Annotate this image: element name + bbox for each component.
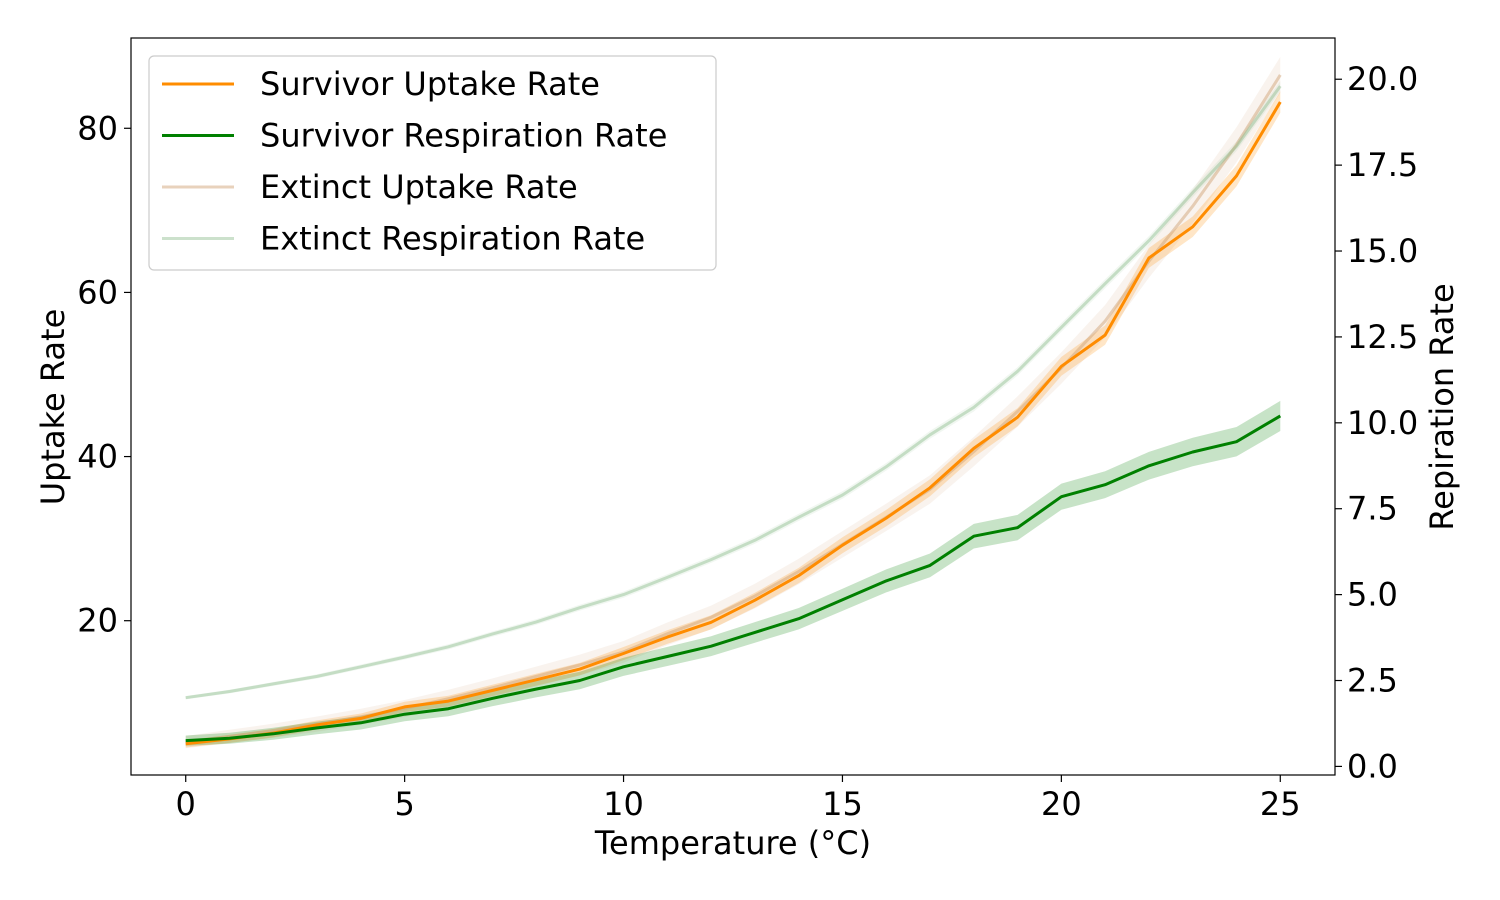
plot-frame	[130, 37, 1336, 776]
y-left-tick-label: 20	[77, 602, 118, 640]
y-right-tick-label: 7.5	[1347, 490, 1398, 528]
y-right-tick-label: 17.5	[1347, 146, 1418, 184]
extinct-respiration-rate-line	[185, 85, 1282, 700]
y-left-tick-label: 40	[77, 438, 118, 476]
series-lines	[185, 74, 1282, 746]
survivor-respiration-rate-band	[185, 400, 1281, 746]
legend: Survivor Uptake Rate Survivor Respiration…	[148, 55, 717, 271]
x-tick-label: 25	[1260, 785, 1301, 823]
y-right-tick-label: 5.0	[1347, 576, 1398, 614]
legend-box	[148, 55, 717, 271]
x-tick-label: 5	[394, 785, 414, 823]
survivor-uptake-rate-band	[185, 91, 1281, 748]
y-right-tick-label: 20.0	[1347, 60, 1418, 98]
y-right-tick-label: 0.0	[1347, 747, 1398, 785]
y-right-tick-label: 12.5	[1347, 318, 1418, 356]
y-axis-right: 0.0 2.5 5.0 7.5 10.0 12.5 15.0 17.5 20.0	[1335, 60, 1418, 785]
y-left-tick-label: 80	[77, 109, 118, 147]
legend-label-survivor-uptake-rate: Survivor Uptake Rate	[260, 65, 600, 103]
y-right-tick-label: 2.5	[1347, 662, 1398, 700]
y-axis-left: 20 40 60 80	[77, 109, 131, 640]
x-axis-title: Temperature (°C)	[594, 824, 871, 862]
y-axis-right-title: Repiration Rate	[1423, 283, 1461, 530]
x-tick-label: 20	[1041, 785, 1082, 823]
y-axis-left-title: Uptake Rate	[34, 309, 72, 506]
legend-label-extinct-respiration-rate: Extinct Respiration Rate	[260, 220, 645, 258]
survivor-respiration-rate-line	[185, 414, 1282, 743]
x-tick-label: 15	[822, 785, 863, 823]
x-axis: 0 5 10 15 20 25	[176, 775, 1301, 823]
y-left-tick-label: 60	[77, 273, 118, 311]
survivor-uptake-rate-line	[185, 101, 1282, 746]
y-right-tick-label: 15.0	[1347, 232, 1418, 270]
x-tick-label: 0	[176, 785, 196, 823]
y-right-tick-label: 10.0	[1347, 404, 1418, 442]
legend-label-extinct-uptake-rate: Extinct Uptake Rate	[260, 168, 578, 206]
x-tick-label: 10	[603, 785, 644, 823]
legend-label-survivor-respiration-rate: Survivor Respiration Rate	[260, 117, 667, 155]
